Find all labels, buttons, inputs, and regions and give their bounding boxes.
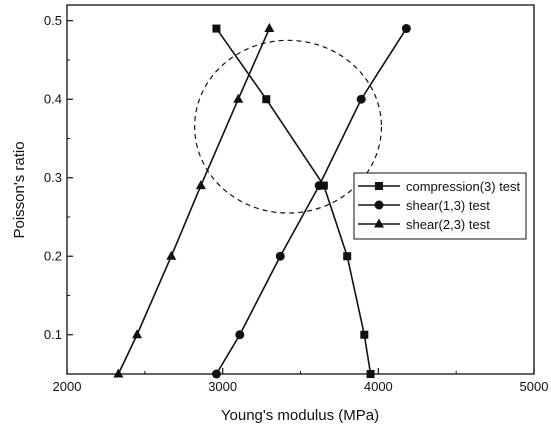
data-point-triangle — [264, 23, 275, 33]
data-point-circle — [356, 94, 366, 104]
y-tick-label: 0.3 — [44, 170, 62, 185]
x-tick-label: 3000 — [208, 379, 237, 394]
data-point-triangle — [233, 93, 244, 103]
x-axis-title: Young's modulus (MPa) — [221, 407, 379, 424]
x-axis-ticks: 2000 3000 4000 5000 — [53, 368, 549, 394]
y-tick-label: 0.1 — [44, 327, 62, 342]
data-point-triangle — [132, 329, 143, 339]
data-point-triangle — [195, 180, 206, 190]
legend-marker-circle — [374, 200, 384, 210]
annotation-layer — [194, 39, 383, 214]
data-point-circle — [235, 330, 245, 340]
y-axis-ticks: 0.1 0.2 0.3 0.4 0.5 — [44, 13, 73, 342]
data-point-circle — [275, 251, 285, 261]
data-point-circle — [211, 369, 221, 379]
data-point-circle — [401, 24, 411, 34]
y-tick-label: 0.4 — [44, 92, 62, 107]
data-point-square — [262, 95, 271, 104]
annotation-ellipse — [194, 39, 383, 214]
legend-marker-triangle — [374, 218, 384, 228]
y-tick-label: 0.5 — [44, 13, 62, 28]
legend-label-shear23: shear(2,3) test — [406, 217, 490, 232]
data-point-triangle — [166, 250, 177, 260]
series-layer — [113, 23, 411, 379]
y-axis-title: Poisson's ratio — [11, 141, 28, 238]
data-point-square — [360, 330, 369, 339]
series-line-2 — [117, 28, 271, 375]
x-tick-label: 2000 — [53, 379, 82, 394]
legend-marker-square — [375, 182, 383, 190]
data-point-square — [343, 252, 352, 261]
legend-label-compression: compression(3) test — [406, 179, 521, 194]
series-line-1 — [215, 28, 408, 375]
x-tick-label: 5000 — [520, 379, 549, 394]
data-point-square — [366, 370, 375, 378]
data-point-square — [319, 181, 328, 190]
legend: compression(3) test shear(1,3) test shea… — [353, 172, 527, 240]
series-line-0 — [215, 28, 372, 375]
y-tick-label: 0.2 — [44, 249, 62, 264]
data-point-triangle — [113, 368, 124, 378]
data-point-square — [212, 24, 221, 33]
x-tick-label: 4000 — [364, 379, 393, 394]
data-point-circle — [314, 181, 324, 191]
legend-label-shear13: shear(1,3) test — [406, 198, 490, 213]
